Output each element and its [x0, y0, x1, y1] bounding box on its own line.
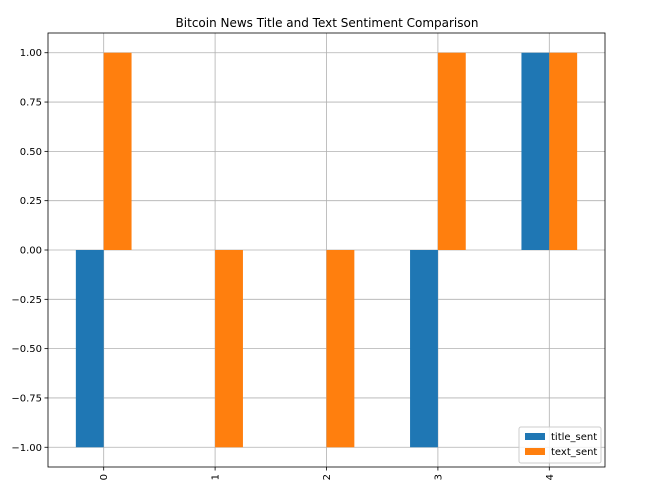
y-tick-label: −0.50 [11, 344, 42, 355]
y-tick-label: 0.00 [20, 246, 42, 257]
bar-text-sent-0 [103, 52, 132, 251]
x-tick-label: 2 [322, 474, 333, 480]
bar-text-sent-1 [215, 250, 243, 448]
bar-title-sent-0 [75, 250, 104, 448]
bar-title-sent-4 [521, 52, 550, 251]
legend-label-title-sent: title_sent [551, 432, 597, 443]
y-tick-label: 1.00 [20, 48, 42, 59]
y-tick-label: −0.75 [11, 393, 42, 404]
bar-title-sent-3 [410, 250, 438, 448]
legend-swatch-title-sent [525, 433, 545, 440]
y-axis: 1.00 0.75 0.50 0.25 0.00 −0.25 −0.50 −0.75 −1.00 [11, 48, 48, 454]
x-tick-label: 3 [433, 474, 444, 480]
y-tick-label: 0.25 [20, 196, 42, 207]
legend-swatch-text-sent [525, 448, 545, 455]
bar-text-sent-2 [326, 250, 355, 448]
x-tick-label: 0 [99, 474, 110, 480]
bars [75, 52, 578, 448]
legend: title_sent text_sent [518, 426, 602, 464]
x-tick-label: 1 [211, 474, 222, 480]
y-tick-label: 0.75 [20, 98, 42, 109]
bar-text-sent-4 [549, 52, 578, 251]
y-tick-label: 0.50 [20, 147, 42, 158]
y-tick-label: −1.00 [11, 443, 42, 454]
legend-label-text-sent: text_sent [551, 447, 597, 458]
bar-text-sent-3 [437, 52, 466, 251]
x-axis: 0 1 2 3 4 [99, 467, 556, 480]
x-tick-label: 4 [545, 474, 556, 480]
y-tick-label: −0.25 [11, 295, 42, 306]
chart-title: Bitcoin News Title and Text Sentiment Co… [176, 16, 479, 30]
